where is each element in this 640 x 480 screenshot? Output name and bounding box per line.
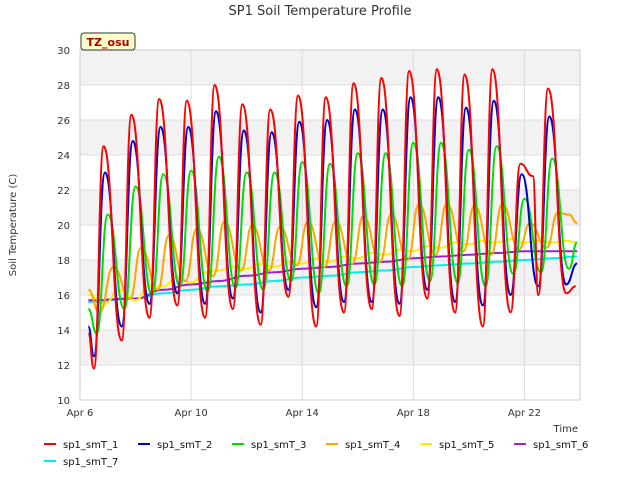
- y-tick-labels: 10 12 14 16 18 20 22 24 26 28 30: [57, 46, 70, 407]
- y-tick-label: 26: [57, 116, 70, 127]
- grid-band: [80, 190, 580, 225]
- series-line-sp1_smT_1: [87, 68, 576, 370]
- tz-tag-label: TZ_osu: [87, 36, 130, 49]
- x-tick-label: Apr 6: [67, 408, 94, 419]
- legend-label-sp1_smT_3: sp1_smT_3: [251, 440, 306, 451]
- y-tick-label: 16: [57, 291, 70, 302]
- series-lines: [87, 68, 579, 370]
- y-tick-label: 12: [57, 361, 70, 372]
- series-line-sp1_smT_7: [88, 255, 578, 303]
- x-tick-labels: Apr 6 Apr 10 Apr 14 Apr 18 Apr 22: [67, 408, 541, 419]
- y-tick-label: 10: [57, 396, 70, 407]
- y-tick-label: 22: [57, 186, 70, 197]
- legend-label-sp1_smT_2: sp1_smT_2: [157, 440, 212, 451]
- x-axis-label: Time: [553, 424, 578, 435]
- legend-label-sp1_smT_5: sp1_smT_5: [439, 440, 494, 451]
- grid-band: [80, 330, 580, 365]
- legend: sp1_smT_1 sp1_smT_2 sp1_smT_3 sp1_smT_4 sp1_…: [44, 440, 588, 468]
- y-axis-label: Soil Temperature (C): [8, 174, 19, 277]
- legend-label-sp1_smT_6: sp1_smT_6: [533, 440, 588, 451]
- tz-tag-box: [80, 32, 136, 51]
- y-tick-label: 14: [57, 326, 70, 337]
- y-tick-label: 24: [57, 151, 70, 162]
- x-tick-label: Apr 22: [508, 408, 541, 419]
- x-tick-label: Apr 18: [397, 408, 430, 419]
- plot-frame: [79, 49, 581, 401]
- y-tick-label: 18: [57, 256, 70, 267]
- legend-label-sp1_smT_4: sp1_smT_4: [345, 440, 400, 451]
- x-tick-label: Apr 10: [175, 408, 208, 419]
- tz-tag: TZ_osu: [80, 32, 136, 51]
- legend-label-sp1_smT_1: sp1_smT_1: [63, 440, 118, 451]
- legend-label-sp1_smT_7: sp1_smT_7: [63, 457, 118, 468]
- series-line-sp1_smT_6: [88, 250, 578, 302]
- x-tick-label: Apr 14: [286, 408, 319, 419]
- y-tick-label: 30: [57, 46, 70, 57]
- grid-band: [80, 50, 580, 85]
- y-tick-label: 28: [57, 81, 70, 92]
- chart-title: SP1 Soil Temperature Profile: [229, 4, 412, 19]
- y-tick-label: 20: [57, 221, 70, 232]
